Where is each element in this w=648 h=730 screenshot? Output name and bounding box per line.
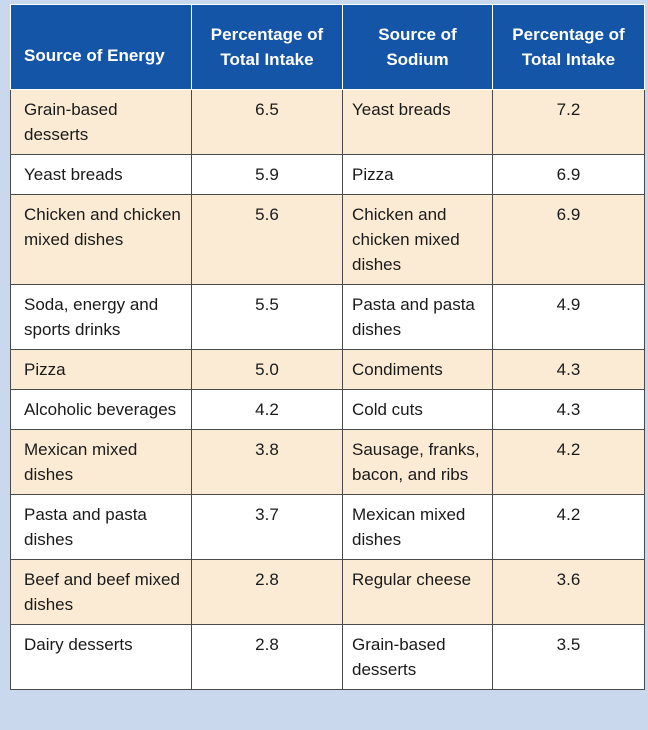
sodium-percentage-cell: 4.3 [492, 349, 645, 390]
header-source-of-energy: Source of Energy [10, 4, 192, 90]
energy-percentage-cell: 5.6 [191, 194, 343, 285]
energy-percentage-cell: 3.7 [191, 494, 343, 560]
sodium-percentage-cell: 6.9 [492, 154, 645, 195]
table-row: Pasta and pasta dishes 3.7 Mexican mixed d… [10, 494, 645, 560]
table-row: Dairy desserts 2.8 Grain-based desserts 3.5 [10, 624, 645, 690]
sodium-percentage-cell: 4.2 [492, 429, 645, 495]
energy-percentage-cell: 5.9 [191, 154, 343, 195]
energy-sodium-table: Source of Energy Percentage of Total Int… [10, 4, 645, 690]
energy-percentage-cell: 3.8 [191, 429, 343, 495]
energy-source-cell: Grain-based desserts [10, 89, 192, 155]
table-row: Mexican mixed dishes 3.8 Sausage, franks, … [10, 429, 645, 495]
sodium-source-cell: Mexican mixed dishes [342, 494, 493, 560]
energy-percentage-cell: 6.5 [191, 89, 343, 155]
energy-percentage-cell: 5.0 [191, 349, 343, 390]
energy-percentage-cell: 5.5 [191, 284, 343, 350]
table-row: Chicken and chicken mixed dishes 5.6 Chick… [10, 194, 645, 285]
table-row: Beef and beef mixed dishes 2.8 Regular che… [10, 559, 645, 625]
sodium-source-cell: Pizza [342, 154, 493, 195]
table-row: Grain-based desserts 6.5 Yeast breads 7.2 [10, 89, 645, 155]
sodium-source-cell: Yeast breads [342, 89, 493, 155]
sodium-percentage-cell: 3.6 [492, 559, 645, 625]
energy-source-cell: Beef and beef mixed dishes [10, 559, 192, 625]
sodium-percentage-cell: 7.2 [492, 89, 645, 155]
header-row: Source of Energy Percentage of Total Int… [10, 4, 645, 90]
table-row: Soda, energy and sports drinks 5.5 Pasta a… [10, 284, 645, 350]
energy-percentage-cell: 4.2 [191, 389, 343, 430]
sodium-source-cell: Grain-based desserts [342, 624, 493, 690]
energy-source-cell: Pasta and pasta dishes [10, 494, 192, 560]
sodium-source-cell: Regular cheese [342, 559, 493, 625]
sodium-percentage-cell: 4.3 [492, 389, 645, 430]
sodium-source-cell: Sausage, franks, bacon, and ribs [342, 429, 493, 495]
table-row: Pizza 5.0 Condiments 4.3 [10, 349, 645, 390]
header-source-of-sodium: Source of Sodium [342, 4, 493, 90]
energy-percentage-cell: 2.8 [191, 559, 343, 625]
energy-source-cell: Alcoholic beverages [10, 389, 192, 430]
sodium-percentage-cell: 6.9 [492, 194, 645, 285]
sodium-percentage-cell: 4.2 [492, 494, 645, 560]
header-sodium-percentage: Percentage of Total Intake [492, 4, 645, 90]
sodium-source-cell: Condiments [342, 349, 493, 390]
table-row: Yeast breads 5.9 Pizza 6.9 [10, 154, 645, 195]
sodium-percentage-cell: 4.9 [492, 284, 645, 350]
sodium-percentage-cell: 3.5 [492, 624, 645, 690]
energy-source-cell: Mexican mixed dishes [10, 429, 192, 495]
energy-source-cell: Chicken and chicken mixed dishes [10, 194, 192, 285]
table-row: Alcoholic beverages 4.2 Cold cuts 4.3 [10, 389, 645, 430]
energy-source-cell: Yeast breads [10, 154, 192, 195]
header-energy-percentage: Percentage of Total Intake [191, 4, 343, 90]
sodium-source-cell: Chicken and chicken mixed dishes [342, 194, 493, 285]
energy-percentage-cell: 2.8 [191, 624, 343, 690]
sodium-source-cell: Cold cuts [342, 389, 493, 430]
energy-source-cell: Soda, energy and sports drinks [10, 284, 192, 350]
table-body: Grain-based desserts 6.5 Yeast breads 7.2 Ye… [10, 89, 645, 690]
energy-source-cell: Pizza [10, 349, 192, 390]
energy-source-cell: Dairy desserts [10, 624, 192, 690]
sodium-source-cell: Pasta and pasta dishes [342, 284, 493, 350]
